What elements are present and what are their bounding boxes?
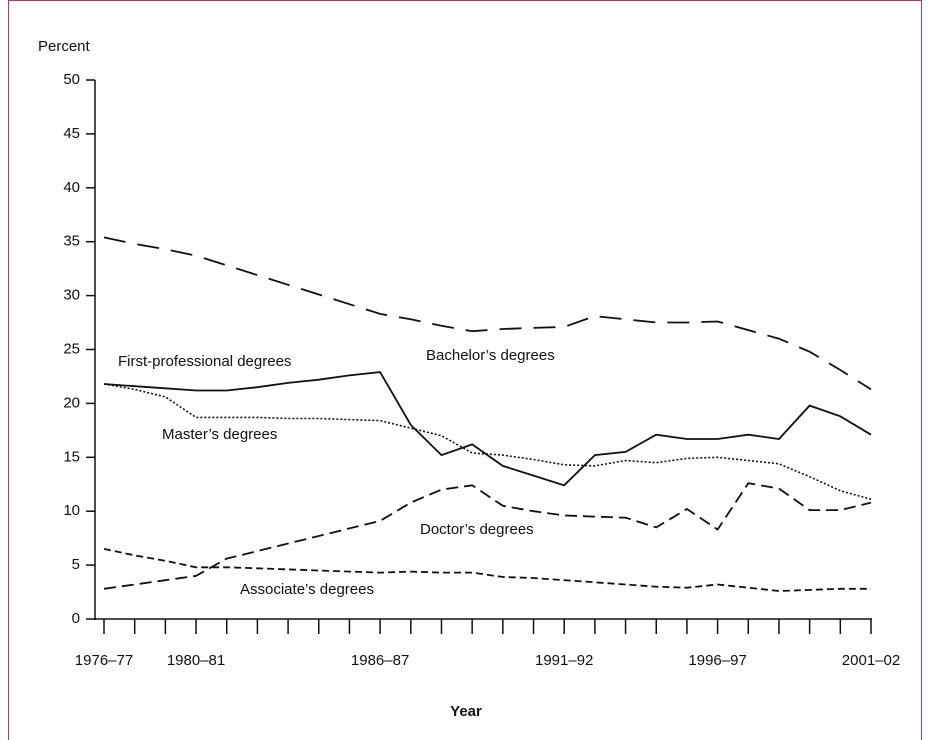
- series-label: First-professional degrees: [118, 353, 291, 370]
- frame: [8, 0, 922, 740]
- series-line: [103, 482, 872, 590]
- series-label: Associate’s degrees: [240, 581, 374, 598]
- x-tick-label: 1996–97: [688, 652, 746, 669]
- y-axis-label: Percent: [38, 38, 91, 55]
- x-tick-label: 1986–87: [351, 652, 409, 669]
- series-label: Bachelor’s degrees: [426, 347, 555, 364]
- x-axis-label: Year: [450, 703, 482, 720]
- series-line: [103, 371, 872, 487]
- y-tick-label: 45: [63, 125, 80, 142]
- y-tick-label: 30: [63, 287, 80, 304]
- y-tick-label: 25: [63, 340, 80, 357]
- y-tick-label: 0: [72, 610, 80, 627]
- x-tick-label: 2001–02: [842, 652, 900, 669]
- y-tick-label: 35: [63, 233, 80, 250]
- y-tick-label: 15: [63, 448, 80, 465]
- series-line: [103, 548, 871, 592]
- series-line: [103, 383, 872, 501]
- y-tick-label: 50: [63, 71, 80, 88]
- y-tick-label: 5: [72, 556, 80, 573]
- y-tick-label: 40: [63, 179, 80, 196]
- series-line: [103, 236, 872, 391]
- series-label: Doctor’s degrees: [420, 521, 534, 538]
- x-tick-label: 1991–92: [535, 652, 593, 669]
- series-label: Master’s degrees: [162, 426, 277, 443]
- y-tick-label: 10: [63, 502, 80, 519]
- x-tick-label: 1980–81: [167, 652, 225, 669]
- y-tick-label: 20: [63, 394, 80, 411]
- x-tick-label: 1976–77: [75, 652, 133, 669]
